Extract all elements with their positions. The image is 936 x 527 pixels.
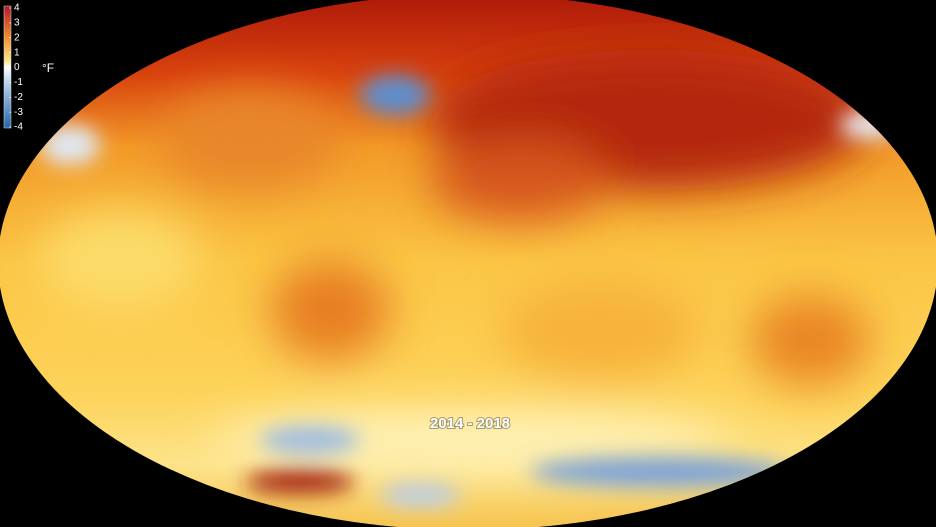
legend-tick-label: -1 [14, 77, 23, 88]
color-legend: °F 4 3 2 1 0 -1 -2 -3 -4 [3, 3, 54, 133]
legend-tick-label: -4 [14, 122, 23, 133]
legend-tick-label: 3 [14, 18, 20, 29]
period-caption: 2014 - 2018 [430, 415, 510, 432]
legend-tick-label: 0 [14, 62, 20, 73]
legend-tick-label: 2 [14, 32, 20, 43]
legend-tick-label: -2 [14, 92, 23, 103]
legend-tick-label: -3 [14, 107, 23, 118]
legend-unit: °F [42, 61, 54, 75]
legend-tick-label: 4 [14, 3, 20, 14]
legend-tick-label: 1 [14, 47, 20, 58]
color-bar [3, 5, 12, 129]
